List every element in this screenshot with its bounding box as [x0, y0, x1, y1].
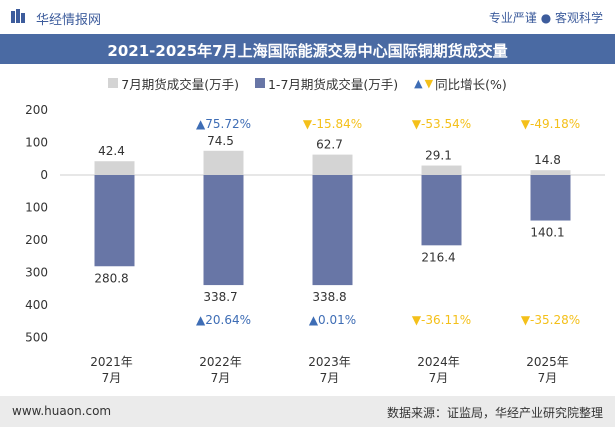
- yoy-label-cumulative: ▼-36.11%: [412, 313, 471, 327]
- bar-monthly: [312, 154, 353, 175]
- legend-swatch-monthly: [108, 78, 119, 88]
- data-source: 数据来源：证监局，华经产业研究院整理: [386, 406, 603, 420]
- bar-monthly: [203, 150, 244, 175]
- yoy-label-monthly: ▼-53.54%: [412, 117, 471, 131]
- yoy-label-monthly: ▼-15.84%: [303, 117, 362, 131]
- yoy-label-cumulative: ▲0.01%: [309, 313, 356, 327]
- y-tick-label: 400: [25, 298, 48, 312]
- data-label-monthly: 14.8: [534, 153, 561, 167]
- legend-label-monthly: 7月期货成交量(万手): [121, 76, 239, 92]
- data-label-monthly: 62.7: [316, 138, 343, 152]
- bar-cumulative: [312, 175, 353, 286]
- legend-label-yoy: 同比增长(%): [435, 76, 507, 92]
- data-label-cumulative: 338.8: [312, 290, 346, 304]
- legend-item-yoy: ▲ ▼ 同比增长(%): [414, 74, 507, 93]
- data-label-cumulative: 338.7: [203, 290, 237, 304]
- data-label-cumulative: 216.4: [421, 250, 455, 264]
- data-label-monthly: 29.1: [425, 149, 452, 163]
- bar-cumulative: [421, 175, 462, 246]
- yoy-label-cumulative: ▲20.64%: [196, 313, 251, 327]
- website-url: www.huaon.com: [12, 404, 112, 418]
- x-tick-label: 2025年: [526, 355, 569, 369]
- bar-cumulative: [530, 175, 571, 221]
- x-tick-label: 7月: [320, 371, 340, 385]
- bar-monthly: [530, 170, 571, 175]
- bar-cumulative: [203, 175, 244, 286]
- y-tick-label: 100: [25, 136, 48, 150]
- data-label-cumulative: 140.1: [530, 226, 564, 240]
- legend-swatch-cumulative: [254, 78, 265, 88]
- y-tick-label: 200: [25, 103, 48, 117]
- x-tick-label: 2021年: [90, 355, 133, 369]
- bar-monthly: [94, 161, 135, 175]
- brand-name: 华经情报网: [36, 13, 102, 28]
- y-tick-label: 500: [25, 331, 48, 345]
- x-tick-label: 7月: [102, 371, 122, 385]
- data-label-cumulative: 280.8: [94, 271, 128, 285]
- triangle-down-icon: ▼: [424, 76, 434, 90]
- data-label-monthly: 42.4: [98, 144, 125, 158]
- y-tick-label: 200: [25, 233, 48, 247]
- chart-title: 2021-2025年7月上海国际能源交易中心国际铜期货成交量: [107, 42, 508, 60]
- x-tick-label: 7月: [211, 371, 231, 385]
- y-tick-label: 0: [40, 168, 48, 182]
- footer: www.huaon.com 数据来源：证监局，华经产业研究院整理: [0, 396, 615, 427]
- triangle-up-icon: ▲: [414, 76, 423, 90]
- yoy-label-cumulative: ▼-35.28%: [521, 313, 580, 327]
- bar-cumulative: [94, 175, 135, 267]
- top-bar: 华经情报网 专业严谨 ● 客观科学: [0, 0, 615, 34]
- legend-item-cumulative: 1-7月期货成交量(万手): [254, 74, 399, 93]
- chart-area: 200 100 0 100 200 300 400 500 42.4 280.8 2021年 7月 74…: [25, 103, 605, 385]
- x-tick-label: 7月: [538, 371, 558, 385]
- legend: 7月期货成交量(万手) 1-7月期货成交量(万手) ▲ ▼ 同比增长(%): [0, 74, 615, 92]
- x-tick-label: 2022年: [199, 355, 242, 369]
- legend-label-cumulative: 1-7月期货成交量(万手): [267, 76, 399, 92]
- yoy-label-monthly: ▼-49.18%: [521, 117, 580, 131]
- legend-item-monthly: 7月期货成交量(万手): [108, 74, 239, 93]
- x-tick-label: 2023年: [308, 355, 351, 369]
- title-bar: 2021-2025年7月上海国际能源交易中心国际铜期货成交量: [0, 34, 615, 64]
- data-label-monthly: 74.5: [207, 134, 234, 148]
- y-tick-label: 100: [25, 201, 48, 215]
- bar-monthly: [421, 165, 462, 175]
- yoy-label-monthly: ▲75.72%: [196, 117, 251, 131]
- logo-icon: [11, 9, 25, 23]
- tagline: 专业严谨 ● 客观科学: [488, 11, 603, 25]
- x-tick-label: 7月: [429, 371, 449, 385]
- y-tick-label: 300: [25, 266, 48, 280]
- x-tick-label: 2024年: [417, 355, 460, 369]
